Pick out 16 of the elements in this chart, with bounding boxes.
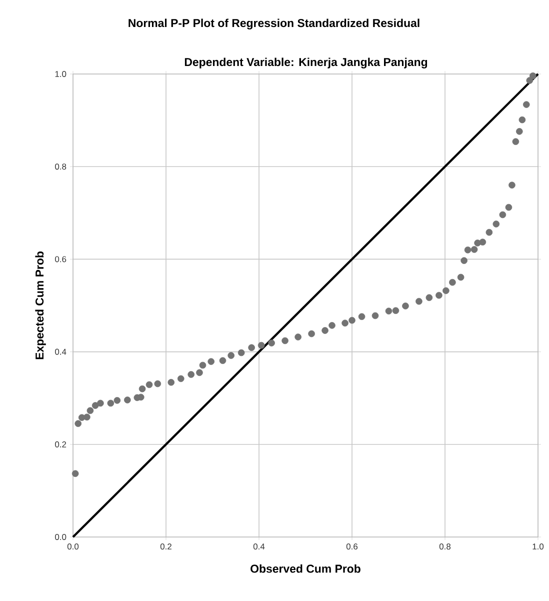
chart-subtitle: Dependent Variable: Kinerja Jangka Panjang xyxy=(184,58,428,68)
y-tick-label: 0.0 xyxy=(55,534,66,540)
x-tick-label: 0.4 xyxy=(253,544,265,550)
chart-title: Normal P-P Plot of Regression Standardized Residual xyxy=(128,18,420,30)
y-axis-title: Expected Cum Prob xyxy=(35,252,46,360)
y-tick-label: 1.0 xyxy=(55,71,66,77)
x-tick-label: 0.2 xyxy=(160,544,172,550)
y-tick-label: 0.4 xyxy=(55,348,66,355)
x-tick-label: 0.0 xyxy=(67,544,79,550)
y-tick-label: 0.6 xyxy=(55,256,66,262)
y-tick-label: 0.8 xyxy=(55,164,66,170)
y-tick-label: 0.2 xyxy=(55,441,66,448)
x-axis-title: Observed Cum Prob xyxy=(250,564,360,573)
x-tick-label: 1.0 xyxy=(532,544,544,550)
x-tick-label: 0.6 xyxy=(346,544,358,550)
x-tick-label: 0.8 xyxy=(439,544,451,550)
